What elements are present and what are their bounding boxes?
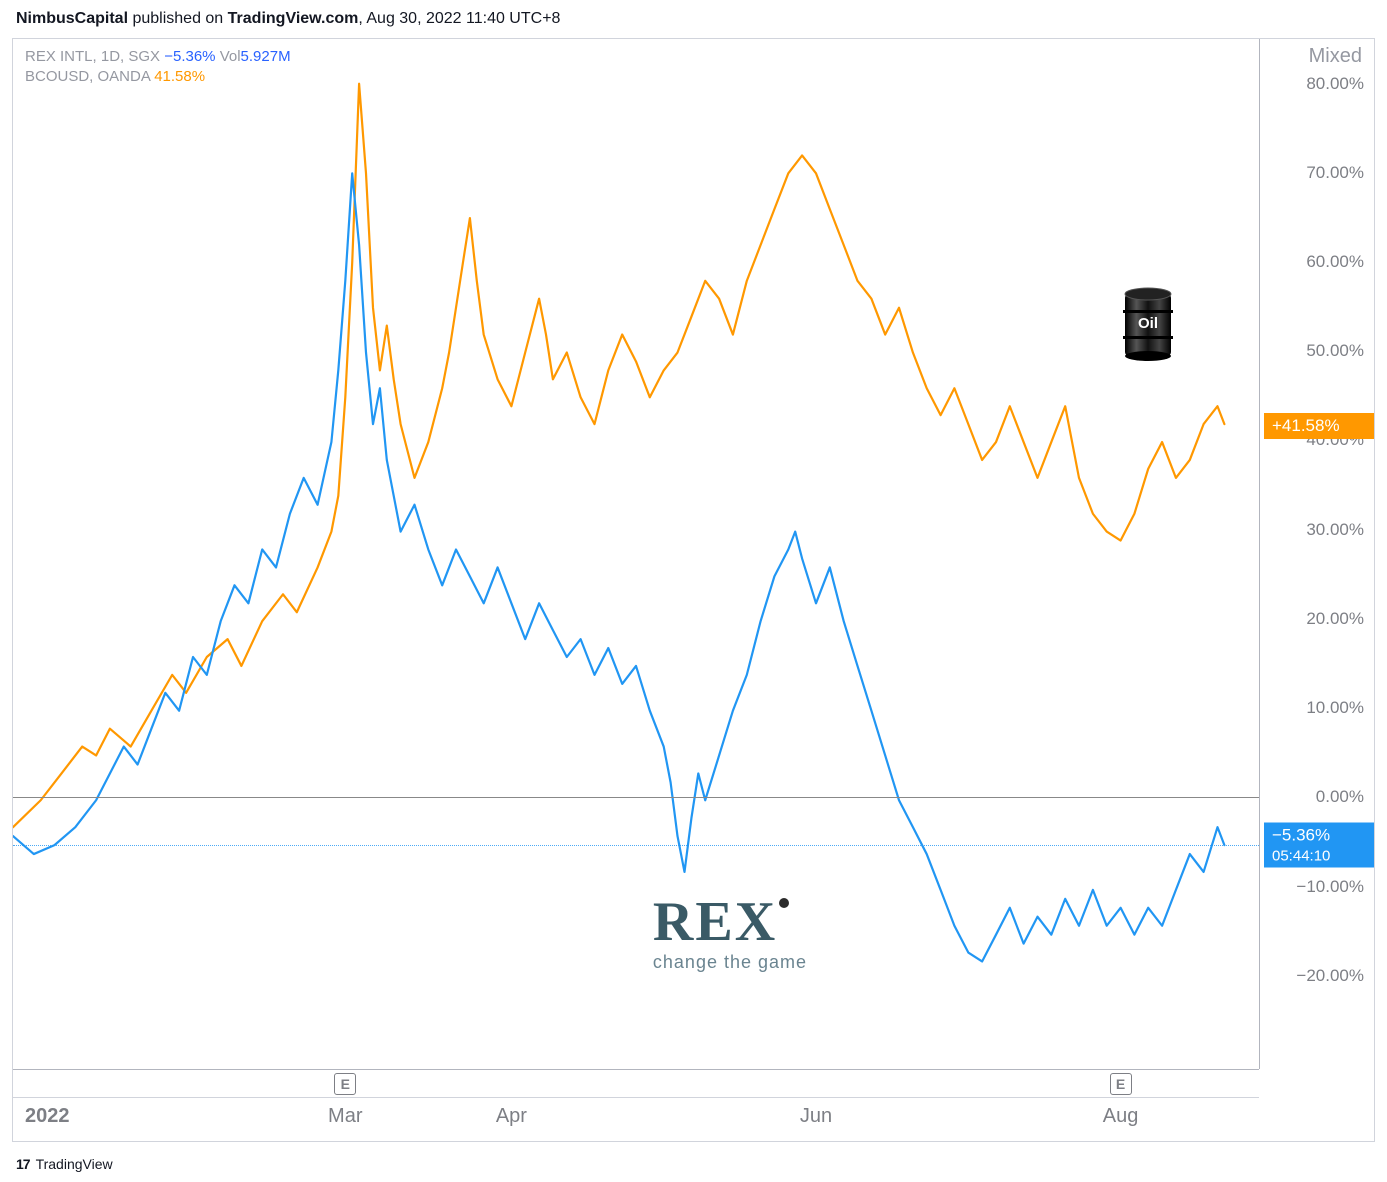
- scale-mode-label: Mixed: [1309, 45, 1362, 68]
- oil-label: Oil: [1138, 315, 1158, 332]
- y-tick: −20.00%: [1260, 966, 1374, 986]
- countdown: 05:44:10: [1272, 848, 1366, 865]
- y-tick: 60.00%: [1260, 252, 1374, 272]
- x-label: Jun: [800, 1105, 832, 1128]
- y-tick: 80.00%: [1260, 74, 1374, 94]
- oil-barrel-icon: Oil: [1121, 286, 1175, 362]
- x-label: Mar: [328, 1105, 362, 1128]
- publisher-name: NimbusCapital: [16, 10, 128, 27]
- xaxis-border-top: [13, 1069, 1259, 1070]
- chart-frame: REX INTL, 1D, SGX −5.36% Vol5.927M BCOUS…: [12, 38, 1375, 1142]
- publish-header: NimbusCapital published on TradingView.c…: [0, 0, 1387, 34]
- y-tick: 10.00%: [1260, 698, 1374, 718]
- chart-plot-area[interactable]: REX INTL, 1D, SGX −5.36% Vol5.927M BCOUS…: [13, 39, 1259, 1069]
- earnings-marker-icon[interactable]: E: [1110, 1073, 1132, 1095]
- current-price-line: [13, 845, 1259, 846]
- x-label: 2022: [25, 1105, 70, 1128]
- y-tick: 50.00%: [1260, 341, 1374, 361]
- x-label: Aug: [1103, 1105, 1139, 1128]
- y-tick: 0.00%: [1260, 787, 1374, 807]
- y-tick: 30.00%: [1260, 520, 1374, 540]
- tradingview-logo-icon: 17: [16, 1156, 30, 1172]
- rex-text: REX: [653, 891, 777, 953]
- chart-lines-svg: [13, 39, 1259, 1069]
- zero-line: [13, 797, 1259, 798]
- rex-tagline: change the game: [653, 952, 807, 973]
- rex-dot-icon: [779, 898, 789, 908]
- blue-price-tag: −5.36%05:44:10: [1264, 823, 1374, 868]
- y-tick: −10.00%: [1260, 877, 1374, 897]
- y-tick: 20.00%: [1260, 609, 1374, 629]
- y-axis[interactable]: Mixed −20.00% −10.00% 0.00% 10.00% 20.00% 30.…: [1259, 39, 1374, 1069]
- xaxis-border-inner: [13, 1097, 1259, 1098]
- header-date: , Aug 30, 2022 11:40 UTC+8: [358, 10, 560, 27]
- x-axis[interactable]: 2022 Mar Apr Jun Aug E E: [13, 1069, 1259, 1141]
- rex-logo: REX change the game: [653, 894, 807, 973]
- footer: 17 TradingView: [16, 1156, 113, 1172]
- y-tick: 70.00%: [1260, 163, 1374, 183]
- earnings-marker-icon[interactable]: E: [334, 1073, 356, 1095]
- page: NimbusCapital published on TradingView.c…: [0, 0, 1387, 1182]
- x-label: Apr: [496, 1105, 527, 1128]
- orange-price-tag: +41.58%: [1264, 413, 1374, 439]
- footer-text: TradingView: [36, 1156, 113, 1172]
- site-name: TradingView.com: [228, 10, 359, 27]
- header-mid: published on: [128, 10, 228, 27]
